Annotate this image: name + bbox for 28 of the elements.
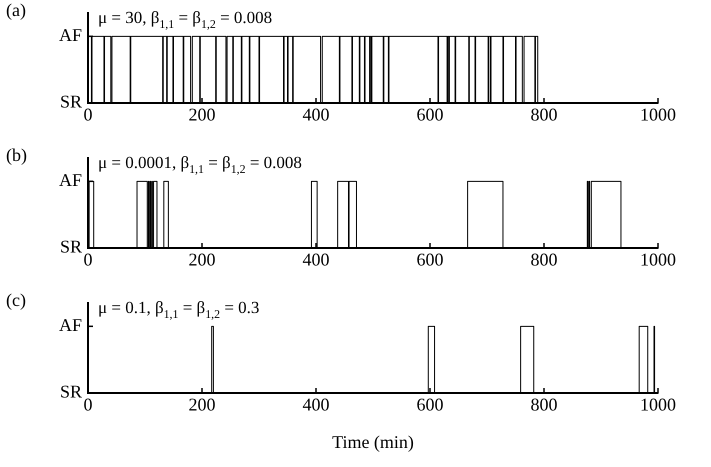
text: AF — [58, 315, 82, 336]
x-axis-title: Time (min) — [332, 432, 414, 452]
x-tick-label: 200 — [188, 104, 216, 125]
x-tick-label: 800 — [530, 394, 558, 415]
chart-title: (b) — [6, 145, 27, 165]
chart-title: (a) — [6, 0, 26, 20]
x-tick-label: 1000 — [640, 104, 676, 125]
x-tick-label: 200 — [188, 250, 216, 270]
x-tick-label: 600 — [416, 104, 444, 125]
text: AF — [58, 25, 82, 46]
x-tick-label: 1000 — [640, 394, 676, 415]
text: AF — [58, 170, 82, 190]
x-tick-label: 0 — [84, 250, 92, 270]
x-tick-label: 0 — [84, 394, 92, 415]
text: SR — [60, 92, 82, 112]
x-tick-label: 200 — [188, 394, 216, 415]
x-tick-label: 600 — [416, 250, 444, 270]
x-tick-label: 400 — [302, 104, 330, 125]
x-tick-label: 400 — [302, 250, 330, 270]
x-tick-label: 800 — [530, 250, 558, 270]
chart-title: (c) — [6, 290, 26, 310]
x-tick-label: 1000 — [640, 250, 676, 270]
x-tick-label: 0 — [84, 104, 92, 125]
x-tick-label: 400 — [302, 394, 330, 415]
x-tick-label: 800 — [530, 104, 558, 125]
x-tick-label: 600 — [416, 394, 444, 415]
text: SR — [60, 236, 82, 257]
text: SR — [60, 382, 82, 402]
